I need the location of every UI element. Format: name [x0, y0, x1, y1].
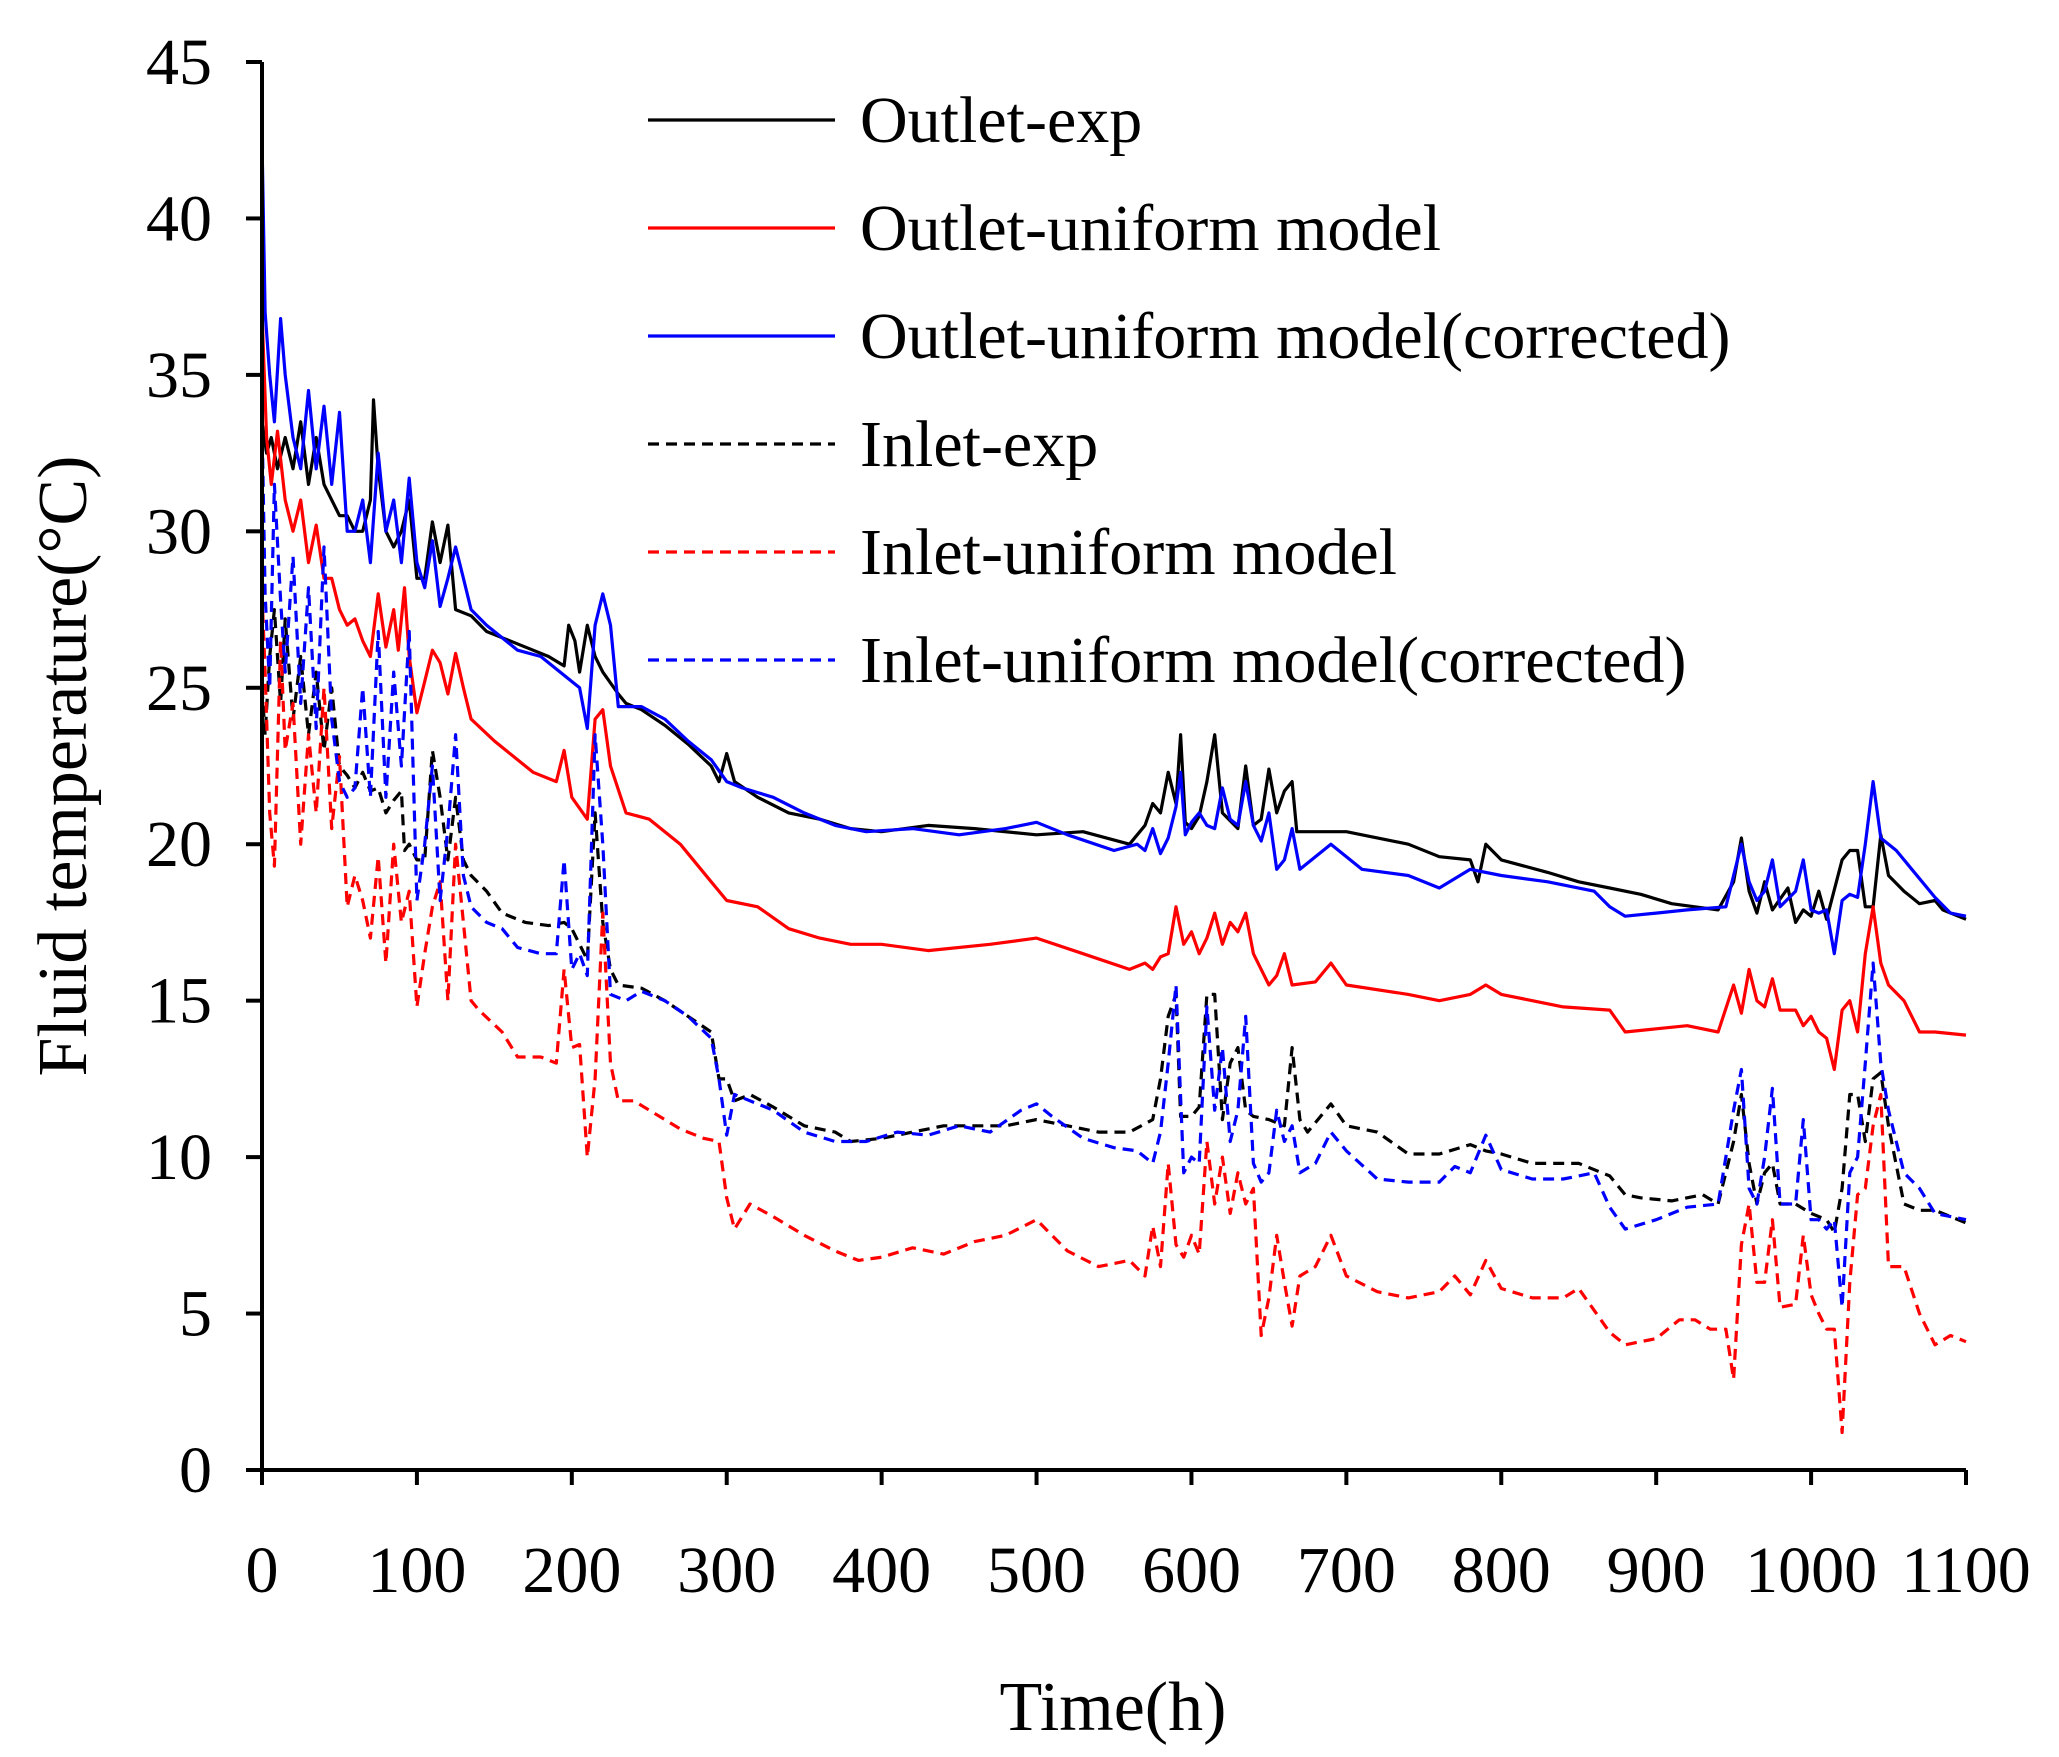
- x-tick-label: 0: [246, 1534, 279, 1607]
- y-tick-label: 10: [146, 1121, 212, 1194]
- x-tick-label: 200: [522, 1534, 621, 1607]
- y-tick-label: 40: [146, 182, 212, 255]
- legend-label: Outlet-exp: [860, 84, 1142, 157]
- x-tick-label: 600: [1142, 1534, 1241, 1607]
- x-ticks: 0 100 200 300 400 500 600 700 800 900 1000 1100: [246, 1470, 2031, 1607]
- y-tick-label: 35: [146, 339, 212, 412]
- series-line-6: [260, 421, 1967, 1309]
- legend-label: Inlet-uniform model(corrected): [860, 624, 1686, 697]
- axes: [260, 62, 1966, 1472]
- x-tick-label: 500: [987, 1534, 1086, 1607]
- series-line-4: [260, 608, 1967, 1234]
- legend-label: Inlet-exp: [860, 408, 1098, 481]
- y-ticks: 0 5 10 15 20 25 30 35 40 45: [146, 26, 262, 1507]
- x-tick-label: 100: [367, 1534, 466, 1607]
- y-tick-label: 25: [146, 652, 212, 725]
- y-axis-title: Fluid temperature(°C): [25, 456, 102, 1077]
- series-line-1: [260, 398, 1967, 924]
- y-tick-label: 20: [146, 808, 212, 881]
- series-layer: [260, 140, 1967, 1435]
- y-tick-label: 30: [146, 495, 212, 568]
- series-line-2: [260, 312, 1967, 1072]
- x-tick-label: 1000: [1745, 1534, 1877, 1607]
- legend-label: Inlet-uniform model: [860, 516, 1397, 589]
- x-tick-label: 300: [677, 1534, 776, 1607]
- y-tick-label: 45: [146, 26, 212, 99]
- x-tick-label: 400: [832, 1534, 931, 1607]
- x-axis-title: Time(h): [1000, 1669, 1227, 1746]
- y-tick-label: 15: [146, 965, 212, 1038]
- series-line-5: [260, 593, 1967, 1435]
- legend-label: Outlet-uniform model: [860, 192, 1441, 265]
- y-tick-label: 0: [179, 1434, 212, 1507]
- x-tick-label: 800: [1452, 1534, 1551, 1607]
- x-tick-label: 900: [1607, 1534, 1706, 1607]
- legend: Outlet-exp Outlet-uniform model Outlet-uni…: [648, 84, 1730, 697]
- series-line-3: [260, 140, 1967, 956]
- legend-label: Outlet-uniform model(corrected): [860, 300, 1730, 373]
- x-tick-label: 700: [1297, 1534, 1396, 1607]
- y-tick-label: 5: [179, 1278, 212, 1351]
- x-tick-label: 1100: [1901, 1534, 2031, 1607]
